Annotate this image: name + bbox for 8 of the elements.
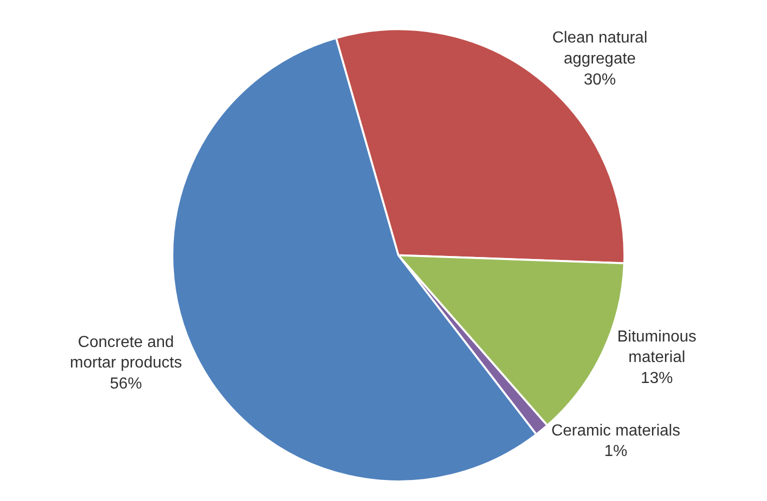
- slice-label: Clean natural aggregate: [552, 30, 648, 68]
- data-label: 56%: [110, 375, 142, 392]
- data-label: 1%: [604, 443, 628, 460]
- slice-label: Concrete and mortar products: [70, 334, 182, 372]
- data-label: 13%: [640, 370, 673, 387]
- slice-label: Bituminous material: [617, 328, 696, 366]
- slice-label: Ceramic materials: [551, 422, 680, 440]
- data-label: 30%: [584, 71, 616, 88]
